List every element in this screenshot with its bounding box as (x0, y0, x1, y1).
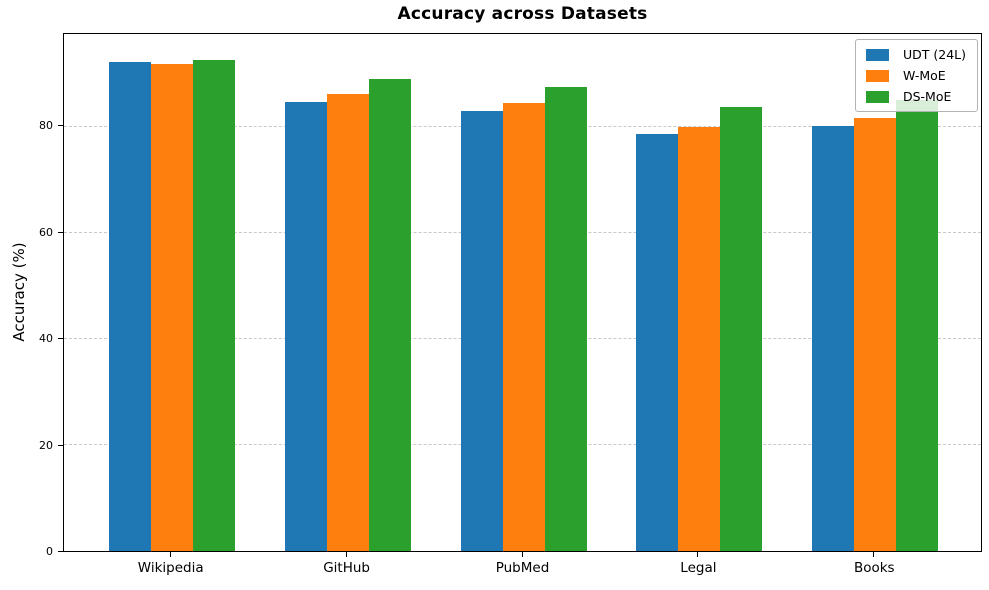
legend: UDT (24L) W-MoE DS-MoE (854, 39, 978, 112)
bar-group (108, 34, 235, 551)
bar (544, 87, 587, 551)
y-tick-mark (58, 444, 63, 446)
plot-area: UDT (24L) W-MoE DS-MoE (63, 33, 982, 552)
x-tick-label: Books (853, 560, 895, 576)
x-tick-mark (873, 552, 875, 557)
legend-label: UDT (24L) (902, 47, 966, 62)
chart-title: Accuracy across Datasets (397, 4, 648, 24)
bar (720, 106, 763, 551)
bar-group (636, 34, 763, 551)
y-tick-label: 40 (39, 332, 53, 346)
bar (854, 118, 897, 551)
legend-item: DS-MoE (865, 89, 966, 104)
bar (326, 93, 369, 551)
bar (502, 103, 545, 551)
x-tick-label: GitHub (323, 560, 371, 576)
bar (192, 59, 235, 551)
legend-item: UDT (24L) (865, 47, 966, 62)
legend-swatch (865, 48, 889, 61)
legend-label: W-MoE (902, 68, 946, 83)
y-tick-label: 80 (39, 119, 53, 133)
y-axis-label: Accuracy (%) (10, 242, 28, 342)
legend-swatch (865, 69, 889, 82)
bar-group (284, 34, 411, 551)
legend-item: W-MoE (865, 68, 966, 83)
bar (812, 125, 855, 551)
x-tick-mark (345, 552, 347, 557)
bar (284, 101, 327, 551)
legend-label: DS-MoE (902, 89, 952, 104)
x-tick-mark (697, 552, 699, 557)
x-tick-mark (169, 552, 171, 557)
bar-group (812, 34, 939, 551)
y-tick-label: 0 (46, 545, 53, 558)
bar (896, 100, 939, 551)
bar (368, 79, 411, 551)
bar (460, 110, 503, 551)
x-tick-label: Legal (680, 560, 717, 576)
bar (108, 62, 151, 551)
legend-swatch (865, 90, 889, 103)
x-tick-mark (521, 552, 523, 557)
bar (636, 134, 679, 551)
x-tick-label: PubMed (495, 560, 550, 576)
y-tick-label: 60 (39, 225, 53, 239)
y-tick-mark (58, 125, 63, 127)
bar (150, 64, 193, 551)
bar-group (460, 34, 587, 551)
y-tick-mark (58, 231, 63, 233)
x-tick-label: Wikipedia (137, 560, 204, 576)
bar (678, 126, 721, 551)
y-tick-mark (58, 551, 63, 552)
y-tick-label: 20 (39, 438, 53, 452)
y-tick-mark (58, 338, 63, 340)
